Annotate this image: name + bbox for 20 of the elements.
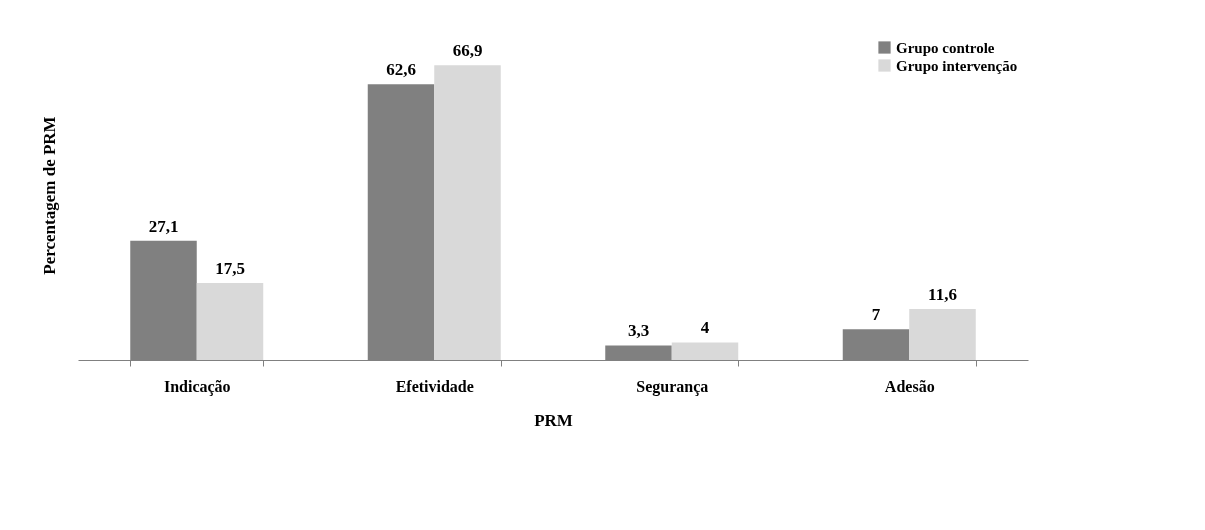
x-tick-label: Efetividade	[395, 377, 474, 395]
bar	[434, 65, 501, 360]
x-axis-title: PRM	[534, 410, 573, 430]
data-label: 11,6	[928, 284, 957, 304]
data-label: 7	[871, 305, 881, 325]
data-label: 27,1	[148, 216, 179, 236]
x-tick-label: Segurança	[636, 377, 709, 396]
x-tick-label: Indicação	[163, 377, 231, 396]
legend-label: Grupo controle	[896, 39, 995, 56]
legend-label: Grupo intervenção	[896, 57, 1018, 74]
x-tick-label: Adesão	[884, 377, 935, 395]
bar	[196, 282, 264, 360]
data-label: 3,3	[627, 321, 650, 341]
bar	[671, 342, 739, 360]
bar	[909, 308, 976, 360]
y-axis-title: Percentagem de PRM	[39, 116, 59, 275]
data-label: 17,5	[215, 258, 245, 278]
data-label: 62,6	[386, 60, 416, 80]
data-label: 66,9	[452, 41, 483, 61]
data-label: 4	[700, 318, 710, 338]
